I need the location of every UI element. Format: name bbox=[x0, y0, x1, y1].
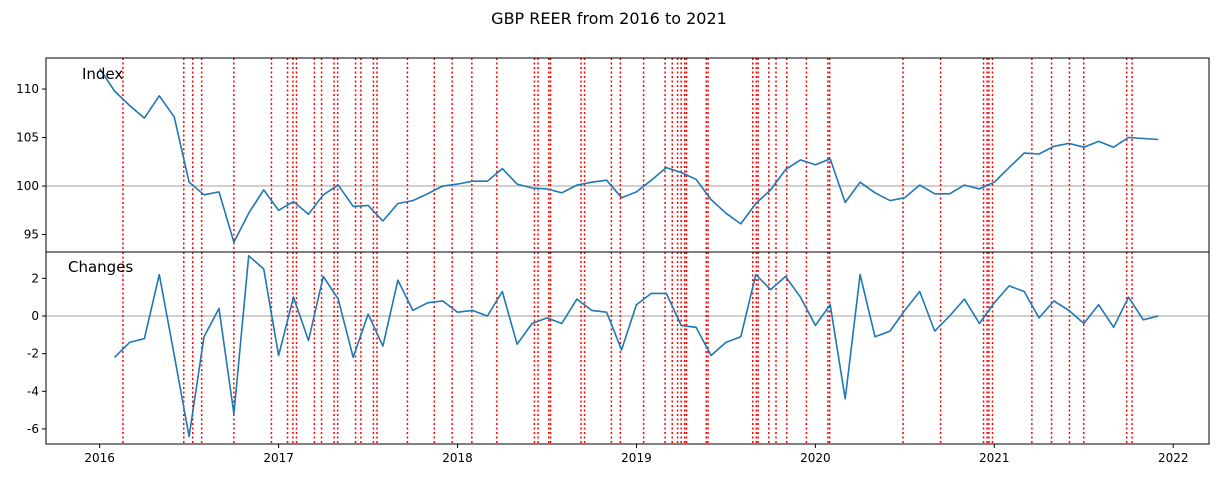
y-tick-label: 95 bbox=[24, 228, 39, 242]
y-tick-label: 110 bbox=[16, 82, 39, 96]
x-tick-label: 2016 bbox=[84, 451, 115, 465]
series-line bbox=[100, 69, 1159, 243]
panel-label: Index bbox=[82, 65, 123, 83]
event-lines bbox=[123, 58, 1132, 252]
panel-frame bbox=[46, 252, 1209, 444]
y-tick-label: 100 bbox=[16, 179, 39, 193]
event-lines bbox=[123, 252, 1132, 444]
x-tick-label: 2019 bbox=[621, 451, 652, 465]
panel-frame bbox=[46, 58, 1209, 252]
y-tick-label: -2 bbox=[27, 347, 39, 361]
x-tick-label: 2021 bbox=[979, 451, 1010, 465]
panel-label: Changes bbox=[68, 258, 133, 276]
y-tick-label: 105 bbox=[16, 131, 39, 145]
chart-title: GBP REER from 2016 to 2021 bbox=[491, 9, 727, 28]
y-tick-label: -6 bbox=[27, 422, 39, 436]
panel-changes: -6 -4 -2 0 2 Changes bbox=[27, 252, 1209, 444]
x-tick-label: 2018 bbox=[442, 451, 473, 465]
panel-index: 95 100 105 110 Index bbox=[16, 58, 1209, 252]
y-tick-label: -4 bbox=[27, 384, 39, 398]
x-tick-label: 2020 bbox=[800, 451, 831, 465]
y-tick-label: 0 bbox=[31, 309, 39, 323]
series-line bbox=[115, 256, 1159, 437]
y-tick-label: 2 bbox=[31, 271, 39, 285]
x-tick-label: 2022 bbox=[1158, 451, 1189, 465]
x-tick-label: 2017 bbox=[263, 451, 294, 465]
